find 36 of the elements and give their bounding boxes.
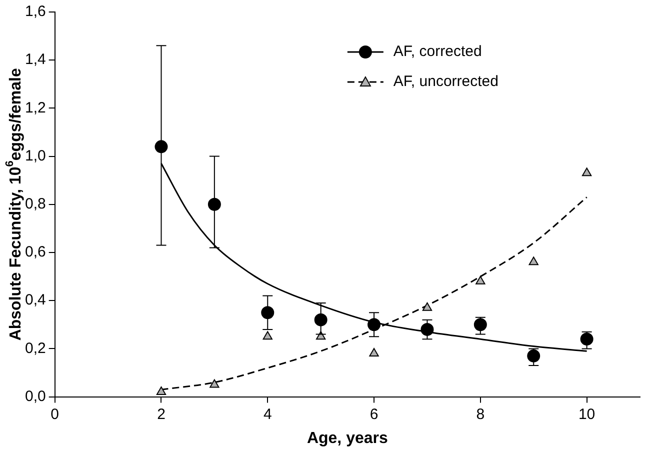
point (314, 313, 328, 326)
point (369, 348, 379, 357)
y-tick-label: 1,0 (24, 147, 46, 164)
point (210, 379, 220, 388)
x-axis-title: Age, years (306, 430, 388, 447)
legend-label: AF, corrected (393, 43, 482, 60)
y-tick-label: 1,4 (24, 51, 46, 68)
point (154, 140, 168, 154)
point (262, 331, 272, 340)
point (528, 256, 538, 266)
y-tick-label: 0,4 (24, 292, 46, 309)
x-tick-label: 10 (578, 406, 596, 423)
point (208, 198, 221, 211)
y-axis-title: Absolute Fecundity, 106eggs/female (4, 68, 24, 341)
point (582, 168, 592, 176)
point (368, 318, 381, 332)
point (476, 276, 486, 284)
point (474, 318, 487, 332)
point (156, 386, 166, 395)
y-tick-label: 0,2 (24, 340, 46, 357)
point (422, 302, 432, 311)
x-tick-label: 0 (50, 406, 60, 423)
y-tick-label: 1,2 (24, 99, 46, 116)
point (527, 349, 540, 362)
x-tick-label: 4 (263, 406, 272, 423)
x-tick-label: 2 (157, 406, 166, 423)
point (580, 332, 594, 346)
legend-label: AF, uncorrected (393, 73, 498, 90)
x-tick-label: 8 (476, 406, 485, 423)
y-tick-label: 0,8 (24, 196, 46, 213)
y-tick-label: 0,6 (24, 244, 46, 261)
x-tick-label: 6 (370, 406, 378, 423)
y-tick-label: 1,6 (24, 3, 46, 20)
y-tick-label: 0,0 (24, 388, 46, 405)
point (420, 322, 434, 336)
point (261, 306, 274, 320)
